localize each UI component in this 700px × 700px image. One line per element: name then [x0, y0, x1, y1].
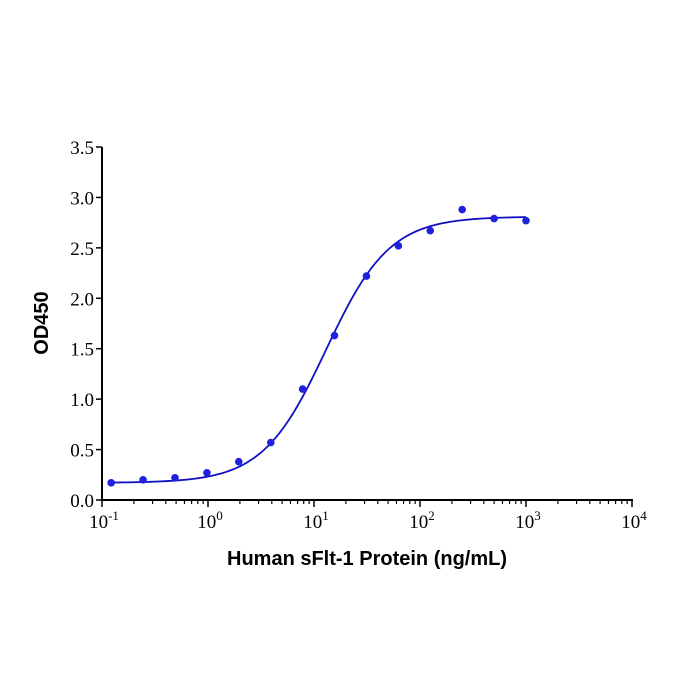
x-tick-label: 101	[303, 508, 329, 533]
data-point	[458, 205, 466, 214]
y-tick-label: 2.5	[70, 239, 94, 260]
x-tick-label: 10-1	[89, 508, 119, 533]
y-tick-label: 2.0	[70, 289, 94, 310]
data-point	[298, 385, 307, 393]
data-points	[107, 205, 530, 487]
data-point	[234, 457, 243, 466]
x-tick-label: 100	[197, 508, 223, 533]
data-point	[266, 438, 275, 447]
y-tick-label: 3.0	[70, 188, 94, 209]
data-point	[139, 476, 147, 484]
data-point	[107, 479, 115, 487]
x-tick-label: 104	[621, 508, 647, 533]
fit-curve	[111, 216, 527, 484]
y-tick-label: 1.5	[70, 340, 94, 361]
axes: 10-1 100 101 102 103 104 0.0 0.5 1.0 1.5 2.0 2.5 3.0…	[70, 138, 647, 533]
y-axis-label: OD450	[31, 291, 53, 354]
x-tick-label: 103	[515, 508, 541, 533]
data-point	[330, 331, 339, 340]
y-tick-label: 0.0	[70, 491, 94, 512]
data-point	[203, 468, 211, 477]
x-tick-label: 102	[409, 508, 435, 533]
data-point	[394, 242, 403, 250]
data-point	[362, 272, 371, 280]
y-tick-label: 0.5	[70, 441, 94, 462]
data-point	[426, 226, 435, 235]
data-point	[171, 474, 179, 482]
data-point	[490, 214, 498, 223]
y-tick-label: 3.5	[70, 138, 94, 159]
y-tick-label: 1.0	[70, 390, 94, 411]
x-axis-label: Human sFlt-1 Protein (ng/mL)	[227, 548, 507, 570]
data-point	[522, 216, 530, 225]
